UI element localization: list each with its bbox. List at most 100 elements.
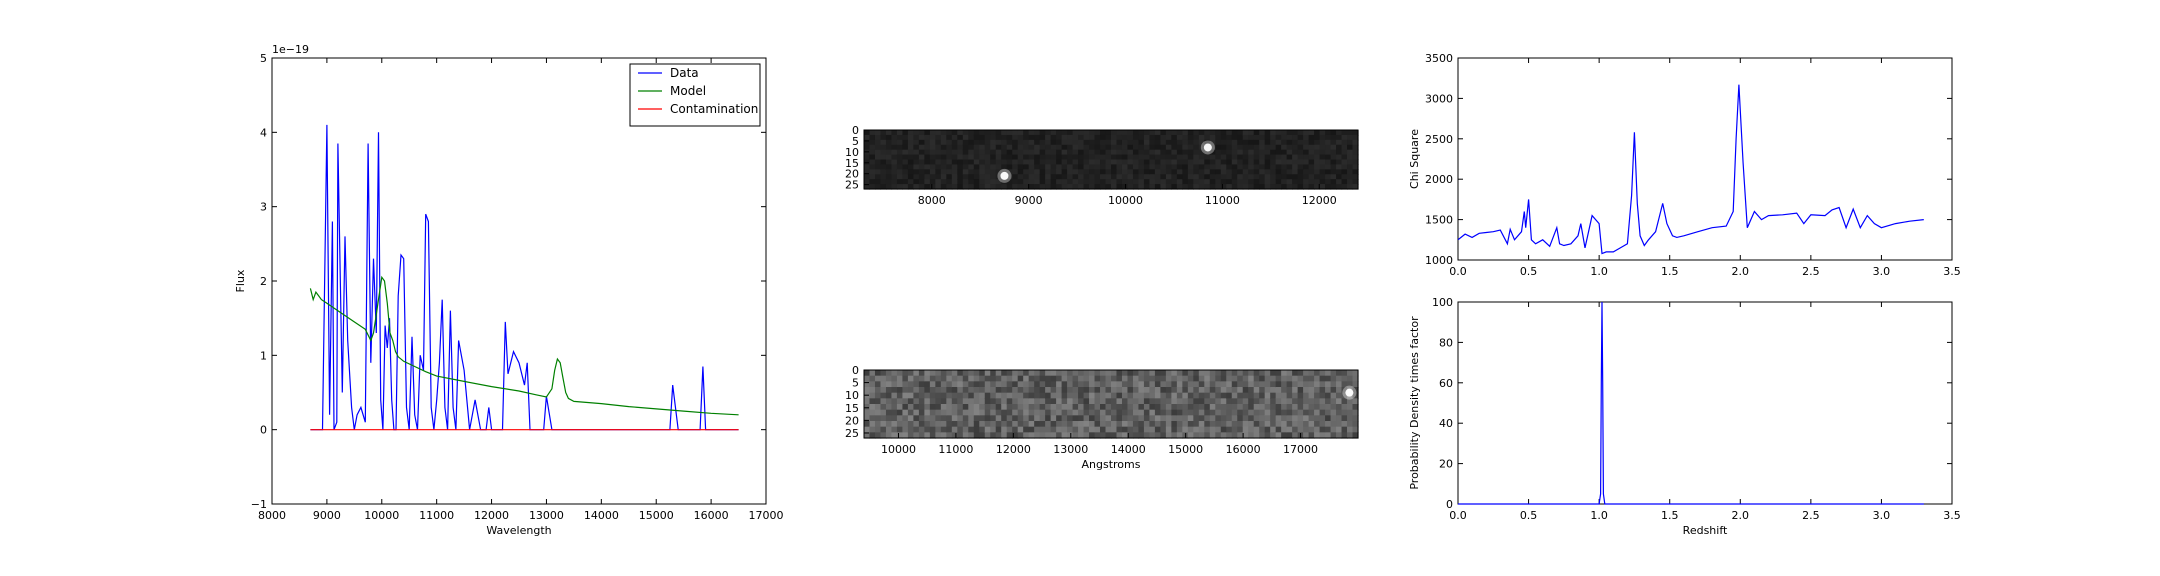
image-top-xtick-label: 9000 — [1015, 194, 1043, 207]
image-bottom-pixel — [1105, 375, 1112, 382]
image-top-pixel — [1341, 179, 1348, 185]
image-bottom-pixel — [902, 387, 909, 394]
image-top-pixel — [1143, 179, 1151, 185]
image-bottom-pixel — [885, 421, 893, 428]
image-top-pixel — [957, 159, 964, 166]
image-bottom-pixel — [1215, 398, 1222, 405]
image-bottom-pixel — [1165, 398, 1172, 405]
image-top-pixel — [1341, 130, 1348, 136]
image-top-pixel — [1116, 154, 1123, 161]
image-top-pixel — [1319, 169, 1326, 175]
image-top-pixel — [995, 144, 1002, 151]
image-top-pixel — [1138, 174, 1145, 180]
image-top-pixel — [929, 149, 936, 156]
image-top-pixel — [1286, 159, 1293, 166]
image-bottom-pixel — [902, 409, 909, 416]
image-bottom-pixel — [1281, 381, 1288, 388]
chi-square-xtick-label: 0.0 — [1449, 265, 1467, 278]
image-top-pixel — [1116, 164, 1123, 170]
image-top-pixel — [1176, 184, 1183, 190]
image-top-pixel — [1209, 154, 1216, 161]
image-top-pixel — [1319, 134, 1326, 141]
image-top-pixel — [1171, 130, 1178, 136]
image-bottom-pixel — [1001, 421, 1008, 428]
image-bottom-pixel — [885, 387, 893, 394]
image-top-pixel — [1352, 149, 1359, 156]
image-bottom-pixel — [1056, 421, 1063, 428]
image-top-pixel — [1028, 154, 1035, 161]
image-top-pixel — [1094, 169, 1101, 175]
image-top-frame — [863, 129, 1359, 190]
image-top-pixel — [1226, 169, 1233, 175]
image-top-pixel — [940, 184, 947, 190]
image-bottom-pixel — [1292, 370, 1299, 377]
image-bottom-pixel — [973, 426, 980, 433]
image-bottom-pixel — [1242, 415, 1249, 422]
image-bottom-pixel — [1259, 370, 1266, 377]
image-top-pixel — [1325, 139, 1332, 146]
image-bottom-pixel — [1231, 392, 1238, 399]
image-bottom-pixel — [1292, 415, 1299, 422]
image-top-pixel — [979, 154, 986, 161]
image-bottom-pixel — [1176, 404, 1183, 411]
image-top-pixel — [1253, 149, 1260, 156]
image-bottom-pixel — [1259, 404, 1266, 411]
image-top-pixel — [1292, 184, 1299, 190]
image-top-pixel — [924, 144, 931, 151]
image-bottom-pixel — [874, 421, 882, 428]
image-bottom-pixel — [1149, 387, 1156, 394]
image-bottom-pixel — [1050, 370, 1057, 377]
image-top-pixel — [1089, 179, 1096, 185]
image-top-pixel — [1204, 159, 1211, 166]
image-top-pixel — [1138, 154, 1145, 161]
image-bottom-pixel — [1105, 432, 1112, 439]
image-top-pixel — [1061, 154, 1068, 161]
image-top-pixel — [1116, 144, 1123, 151]
image-top-pixel — [1100, 144, 1107, 151]
image-top-pixel — [885, 149, 893, 156]
image-bottom-pixel — [1006, 398, 1013, 405]
image-top-pixel — [1116, 179, 1123, 185]
image-bottom-pixel — [1286, 387, 1293, 394]
image-bottom-pixel — [902, 415, 909, 422]
image-bottom-pixel — [979, 381, 986, 388]
image-top-pixel — [1094, 139, 1101, 146]
image-bottom-pixel — [1242, 387, 1249, 394]
image-bottom-pixel — [869, 381, 876, 388]
image-bottom-pixel — [874, 375, 882, 382]
image-bottom-pixel — [1198, 432, 1205, 439]
image-bottom-pixel — [990, 421, 997, 428]
image-bottom-pixel — [1209, 398, 1216, 405]
image-top-pixel — [1193, 144, 1200, 151]
image-top-pixel — [973, 130, 980, 136]
image-bottom-pixel — [1193, 404, 1200, 411]
image-top-pixel — [1083, 139, 1090, 146]
image-bottom-pixel — [1154, 381, 1161, 388]
image-top-pixel — [1341, 154, 1348, 161]
image-top-pixel — [1264, 144, 1271, 151]
image-top-pixel — [973, 134, 980, 141]
chi-square-ytick-label: 3500 — [1425, 52, 1453, 65]
image-top-pixel — [1242, 174, 1249, 180]
image-bottom-pixel — [1209, 426, 1216, 433]
image-top-pixel — [1039, 164, 1046, 170]
image-top-pixel — [946, 139, 953, 146]
image-bottom-pixel — [1215, 404, 1222, 411]
image-bottom-pixel — [1165, 381, 1172, 388]
image-bottom-pixel — [1292, 426, 1299, 433]
image-bottom-pixel — [1204, 404, 1211, 411]
image-top-pixel — [885, 139, 893, 146]
image-top-pixel — [1204, 139, 1211, 146]
image-top-pixel — [891, 144, 898, 151]
image-bottom-pixel — [1264, 426, 1271, 433]
image-top-pixel — [1171, 159, 1178, 166]
image-bottom-pixel — [1067, 387, 1074, 394]
image-bottom-pixel — [1050, 381, 1057, 388]
image-bottom-pixel — [874, 409, 882, 416]
image-top-pixel — [935, 184, 942, 190]
image-top-pixel — [1132, 184, 1140, 190]
image-bottom-pixel — [1336, 387, 1343, 394]
image-bottom-pixel — [1204, 432, 1211, 439]
image-bottom-pixel — [1259, 375, 1266, 382]
image-bottom-pixel — [1171, 404, 1178, 411]
